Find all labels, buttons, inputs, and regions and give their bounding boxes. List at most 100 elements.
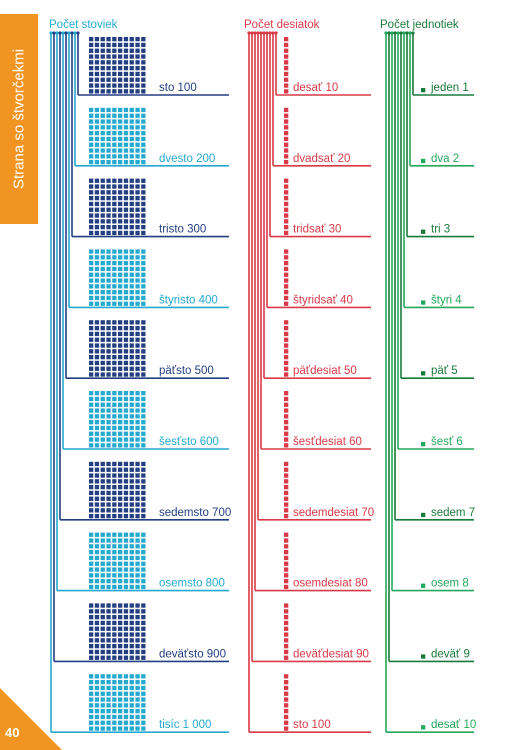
hundreds-square bbox=[112, 550, 117, 555]
hundreds-square bbox=[129, 160, 134, 165]
hundreds-square bbox=[100, 655, 105, 660]
hundreds-square bbox=[135, 37, 140, 42]
hundreds-node bbox=[73, 31, 77, 35]
hundreds-square bbox=[100, 343, 105, 348]
hundreds-square bbox=[141, 48, 146, 53]
hundreds-square bbox=[112, 425, 117, 431]
hundreds-square bbox=[123, 655, 129, 660]
hundreds-square bbox=[118, 148, 123, 153]
tens-square bbox=[284, 71, 289, 77]
hundreds-square bbox=[118, 290, 123, 295]
hundreds-square bbox=[118, 714, 123, 720]
ones-node bbox=[408, 31, 412, 35]
tens-square bbox=[284, 609, 289, 614]
tens-node bbox=[253, 31, 257, 35]
hundreds-square bbox=[100, 136, 105, 142]
tens-square bbox=[284, 544, 289, 549]
hundreds-square bbox=[89, 37, 94, 42]
hundreds-square bbox=[129, 272, 134, 277]
hundreds-square bbox=[89, 603, 94, 608]
hundreds-square bbox=[141, 502, 146, 507]
hundreds-square bbox=[118, 201, 123, 207]
ones-node bbox=[405, 31, 409, 35]
hundreds-square bbox=[94, 680, 100, 685]
tens-node bbox=[265, 31, 269, 35]
hundreds-square bbox=[112, 225, 117, 230]
hundreds-square bbox=[106, 532, 111, 537]
hundreds-square bbox=[135, 391, 140, 396]
hundreds-square bbox=[100, 225, 105, 230]
hundreds-node bbox=[70, 31, 74, 35]
hundreds-square bbox=[100, 196, 105, 201]
hundreds-square bbox=[135, 154, 140, 159]
hundreds-node bbox=[67, 31, 71, 35]
hundreds-square bbox=[141, 125, 146, 130]
hundreds-square bbox=[100, 160, 105, 165]
hundreds-square bbox=[112, 54, 117, 59]
hundreds-square bbox=[94, 355, 100, 360]
hundreds-square bbox=[129, 196, 134, 201]
tens-square bbox=[284, 160, 289, 165]
hundreds-square bbox=[123, 107, 129, 113]
hundreds-square bbox=[106, 320, 111, 325]
hundreds-square bbox=[106, 680, 111, 685]
hundreds-square bbox=[94, 644, 100, 649]
hundreds-square bbox=[129, 396, 134, 402]
hundreds-square bbox=[129, 284, 134, 289]
hundreds-square bbox=[94, 609, 100, 614]
hundreds-square bbox=[100, 396, 105, 402]
hundreds-square bbox=[112, 148, 117, 153]
tens-square bbox=[284, 414, 289, 419]
hundreds-square bbox=[94, 550, 100, 555]
hundreds-square bbox=[129, 603, 134, 608]
hundreds-square bbox=[100, 644, 105, 649]
hundreds-square bbox=[94, 48, 100, 53]
tens-node bbox=[247, 31, 251, 35]
hundreds-square bbox=[129, 496, 134, 501]
hundreds-square bbox=[94, 649, 100, 655]
hundreds-square bbox=[135, 674, 140, 679]
hundreds-square bbox=[135, 60, 140, 65]
hundreds-square bbox=[129, 408, 134, 413]
hundreds-square bbox=[100, 685, 105, 691]
hundreds-square bbox=[141, 544, 146, 549]
hundreds-square bbox=[129, 550, 134, 555]
hundreds-square bbox=[94, 66, 100, 71]
hundreds-row: päťsto 500 bbox=[64, 31, 229, 380]
hundreds-square bbox=[141, 584, 146, 590]
ones-square bbox=[421, 300, 426, 305]
hundreds-square bbox=[123, 301, 129, 306]
tens-square bbox=[284, 83, 289, 88]
hundreds-square bbox=[100, 71, 105, 77]
hundreds-square bbox=[118, 255, 123, 260]
tens-square bbox=[284, 461, 289, 467]
hundreds-square bbox=[89, 154, 94, 159]
hundreds-square bbox=[118, 136, 123, 142]
hundreds-square bbox=[100, 443, 105, 448]
hundreds-square bbox=[112, 431, 117, 436]
hundreds-square bbox=[112, 709, 117, 714]
hundreds-square bbox=[106, 709, 111, 714]
hundreds-square bbox=[135, 425, 140, 431]
hundreds-square bbox=[112, 331, 117, 337]
hundreds-square bbox=[94, 461, 100, 467]
hundreds-square bbox=[129, 213, 134, 218]
tens-row: štyridsať 40 bbox=[265, 31, 371, 309]
hundreds-square bbox=[89, 284, 94, 289]
tens-square bbox=[284, 301, 289, 306]
hundreds-square bbox=[94, 201, 100, 207]
hundreds-square bbox=[106, 37, 111, 42]
hundreds-square bbox=[141, 230, 146, 236]
tens-label: tridsať 30 bbox=[293, 224, 341, 236]
hundreds-square bbox=[100, 266, 105, 272]
hundreds-square bbox=[112, 219, 117, 224]
hundreds-square bbox=[129, 295, 134, 301]
hundreds-square bbox=[106, 219, 111, 224]
hundreds-square bbox=[118, 603, 123, 608]
hundreds-square bbox=[112, 266, 117, 272]
hundreds-square bbox=[112, 196, 117, 201]
hundreds-square bbox=[123, 184, 129, 189]
ones-label: osem 8 bbox=[431, 578, 469, 590]
hundreds-square bbox=[123, 632, 129, 637]
tens-square bbox=[284, 467, 289, 472]
